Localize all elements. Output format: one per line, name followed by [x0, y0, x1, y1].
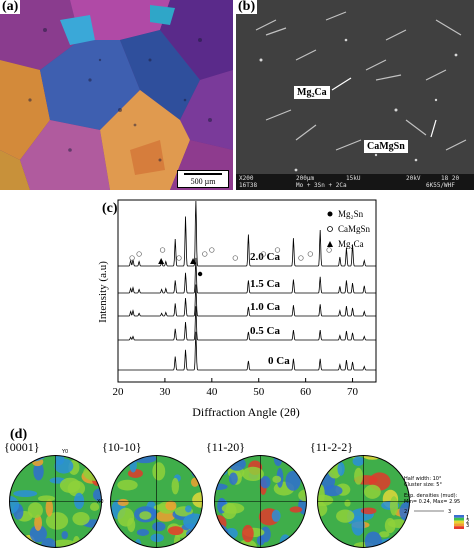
x-axis-label: Diffraction Angle (2θ) [192, 405, 300, 419]
x-tick-label-60: 60 [300, 386, 312, 398]
pole-figures-panel: (d) {0001} {10-10} {11-20} {11-2-2} Y0 X0… [0, 428, 474, 549]
camgsn-marker [274, 247, 281, 253]
legend-swatch-4 [454, 526, 464, 530]
sem-scale: 200µm [296, 175, 315, 182]
scale-bar-box: 500 µm [177, 170, 229, 188]
mg2sn-marker [197, 271, 203, 277]
camgsn-marker [159, 247, 166, 253]
x-tick-label-20: 20 [113, 386, 125, 398]
pole-label-0001: {0001} [4, 440, 40, 454]
xrd-series-label-0: 0 Ca [268, 355, 290, 367]
optical-micrograph-image [0, 0, 233, 190]
legend-half-width: Half width: 10° [404, 476, 442, 482]
sem-sample: Mo + 3Sn + 2Ca [296, 182, 347, 189]
scale-bar-label: 500 µm [190, 177, 216, 186]
panel-c-label: (c) [102, 201, 118, 216]
pole-figure-1 [110, 455, 203, 548]
pole-figure-legend: Half width: 10° Cluster size: 5° Exp. de… [404, 476, 472, 531]
legend-tick-3b: 3 [466, 523, 469, 529]
legend-tick-1: 1 [466, 515, 469, 521]
pole-y-axis-label: Y0 [62, 449, 68, 455]
xrd-chart: 0 Ca 0.5 Ca 1.0 Ca 1.5 Ca 2.0 Ca 20 30 40 50 60 7… [97, 199, 377, 419]
sem-voltage: 20kV [406, 175, 421, 182]
legend-tick-3a: 3 [448, 509, 451, 515]
sem-micrograph-image [236, 0, 474, 190]
arrow-mg2ca [331, 77, 352, 91]
xrd-series-label-4: 2.0 Ca [250, 251, 280, 263]
legend-min-max: Min= 0.24, Max= 2.95 [404, 498, 461, 505]
legend-mg2sn-symbol [327, 211, 333, 217]
legend-tick-2b: 2 [466, 519, 469, 525]
camgsn-label: CaMgSn [364, 140, 408, 153]
plot-frame [117, 199, 377, 383]
x-tick-label-40: 40 [206, 386, 218, 398]
xrd-series-label-2: 1.0 Ca [250, 301, 280, 313]
legend-swatch-1 [454, 517, 464, 521]
pole-label-11-20: {11-20} [206, 440, 246, 454]
sem-operator: 6K55/WHF [426, 182, 455, 189]
legend-camgsn-symbol [327, 226, 333, 232]
legend-swatch-2 [454, 520, 464, 524]
legend-camgsn-label: CaMgSn [338, 224, 371, 234]
xrd-series-2 [118, 284, 376, 317]
xrd-series-4 [118, 200, 376, 267]
x-tick-label-70: 70 [347, 386, 359, 398]
xrd-series-label-1: 0.5 Ca [250, 325, 280, 337]
camgsn-marker [260, 251, 267, 257]
xrd-series-1 [118, 306, 376, 341]
legend-swatch-0 [454, 515, 464, 518]
pole-figure-0 [9, 455, 102, 548]
pole-figure-2 [214, 455, 307, 548]
optical-micrograph-panel: (a) 500 µm [0, 0, 233, 190]
arrow-camgsn [430, 119, 437, 138]
legend-mg2sn-label: Mg₂Sn [338, 209, 364, 219]
xrd-series-0 [118, 331, 376, 371]
pole-figure-3 [317, 455, 410, 548]
panel-a-label: (a) [0, 0, 21, 14]
camgsn-marker [232, 255, 238, 261]
scale-bar [184, 173, 222, 175]
y-axis-label: Intensity (a.u) [97, 261, 109, 323]
pole-label-10-10: {10-10} [102, 440, 142, 454]
legend-swatch-3 [454, 523, 464, 527]
xrd-series-label-3: 1.5 Ca [250, 278, 280, 290]
sem-magnification: X200 [239, 175, 254, 182]
mg2ca-label: Mg₂Ca [294, 86, 330, 99]
panel-b-label: (b) [236, 0, 258, 14]
xrd-legend: Mg₂Sn CaMgSn Mg₂Ca [327, 209, 371, 249]
legend-mg2ca-symbol [327, 241, 333, 247]
sem-field: 18 20 [441, 175, 460, 182]
sem-micrograph-panel: (b) Mg₂Ca CaMgSn X200 200µm 15kU 20kV 18… [236, 0, 474, 190]
legend-cluster-size: Cluster size: 5° [404, 482, 442, 489]
legend-tick-2a: 2 [404, 509, 407, 515]
x-tick-label-30: 30 [159, 386, 171, 398]
xrd-chart-panel: 0 Ca 0.5 Ca 1.0 Ca 1.5 Ca 2.0 Ca 20 30 40 50 60 7… [96, 198, 396, 420]
legend-colorbar: 2 3 1 2 3 [404, 509, 469, 530]
pole-x-axis-label: X0 [97, 499, 104, 505]
legend-mg2ca-label: Mg₂Ca [338, 239, 364, 249]
sem-info-bar: X200 200µm 15kU 20kV 18 20 16T38 Mo + 3S… [236, 174, 474, 190]
pole-label-11-2-2: {11-2-2} [310, 440, 354, 454]
camgsn-marker [209, 247, 215, 253]
camgsn-marker [307, 251, 313, 257]
camgsn-marker [136, 251, 142, 257]
camgsn-marker [326, 247, 332, 253]
camgsn-marker [298, 255, 304, 261]
legend-exp-densities: Exp. densities (mud): [404, 492, 458, 499]
sem-spot: 15kU [346, 175, 361, 182]
camgsn-marker [129, 255, 135, 261]
camgsn-marker [176, 255, 182, 261]
mg2ca-marker [190, 258, 197, 264]
x-tick-label-50: 50 [253, 386, 265, 398]
camgsn-marker [202, 251, 208, 257]
panel-d-label: (d) [8, 427, 30, 442]
xrd-series-3 [118, 257, 376, 294]
sem-id: 16T38 [239, 182, 258, 189]
mg2ca-marker [158, 258, 165, 264]
